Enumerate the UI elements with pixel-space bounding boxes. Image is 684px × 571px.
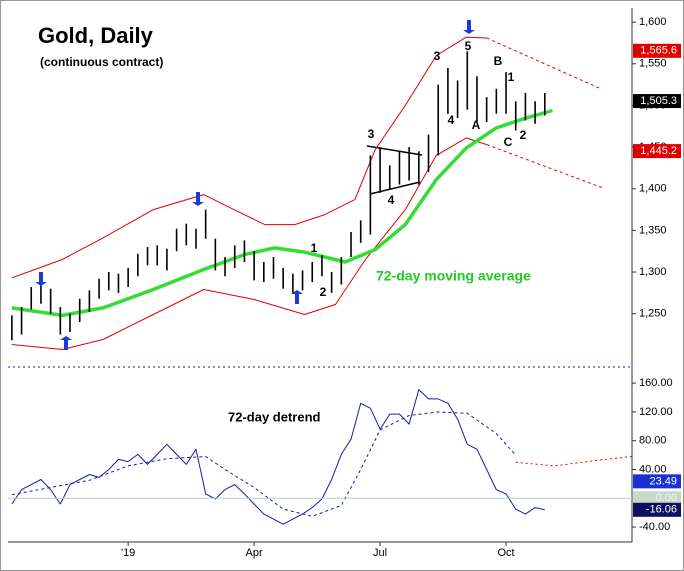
y-tick-label: 1,250 xyxy=(639,308,667,320)
arrow xyxy=(291,290,303,304)
x-tick-label: '19 xyxy=(121,547,135,559)
price-tag-label: 1,565.6 xyxy=(640,45,677,57)
chart-subtitle: (continuous contract) xyxy=(40,55,163,69)
overlay-line xyxy=(11,411,517,517)
price-tag xyxy=(633,94,681,109)
wave-label: A xyxy=(472,118,481,132)
price-tag xyxy=(633,474,681,489)
price-tag-label: -16.06 xyxy=(646,504,677,516)
wave-label: 4 xyxy=(388,193,395,207)
arrow xyxy=(60,336,72,350)
overlay-line xyxy=(11,108,553,318)
overlay-line xyxy=(11,137,487,350)
arrow xyxy=(463,20,475,34)
wave-label: 2 xyxy=(320,285,327,299)
wave-label: 5 xyxy=(465,39,472,53)
y-tick-label: -40.00 xyxy=(639,521,670,533)
wave-label: C xyxy=(504,135,513,149)
wave-label: 2 xyxy=(520,128,527,142)
price-tag xyxy=(633,502,681,517)
arrow xyxy=(35,272,47,286)
y-tick-label: 160.00 xyxy=(639,377,673,389)
price-tag-label: 0.00 xyxy=(656,492,677,504)
y-tick-label: 1,550 xyxy=(639,58,667,70)
price-tag-label: 1,505.3 xyxy=(640,95,677,107)
price-tag xyxy=(633,43,681,58)
price-tag xyxy=(633,491,681,506)
x-tick-label: Oct xyxy=(497,547,514,559)
detrend-title: 72-day detrend xyxy=(228,409,321,424)
overlay-line xyxy=(486,37,600,89)
price-tag-label: 23.49 xyxy=(649,475,677,487)
price-tag xyxy=(633,144,681,159)
x-tick-label: Apr xyxy=(246,547,263,559)
y-tick-label: 40.00 xyxy=(639,463,667,475)
overlay-line xyxy=(11,36,487,279)
x-tick-label: Jul xyxy=(373,547,387,559)
y-tick-label: 1,600 xyxy=(639,16,667,28)
y-tick-label: 120.00 xyxy=(639,406,673,418)
y-tick-label: 1,300 xyxy=(639,266,667,278)
wave-label: 3 xyxy=(434,49,441,63)
wave-label: 1 xyxy=(311,241,318,255)
triangle-line xyxy=(369,181,421,195)
wave-label: 3 xyxy=(368,127,375,141)
ma-annotation: 72-day moving average xyxy=(376,268,531,284)
price-tag-label: 1,445.2 xyxy=(640,145,677,157)
detrend-line xyxy=(11,389,545,525)
chart-title: Gold, Daily xyxy=(38,23,154,48)
y-tick-label: 80.00 xyxy=(639,435,667,447)
wave-label: B xyxy=(494,54,503,68)
y-tick-label: 1,350 xyxy=(639,224,667,236)
y-tick-label: 1,400 xyxy=(639,183,667,195)
wave-label: 1 xyxy=(508,70,515,84)
overlay-line xyxy=(486,144,604,189)
arrow xyxy=(192,192,204,206)
wave-label: 4 xyxy=(448,113,455,127)
